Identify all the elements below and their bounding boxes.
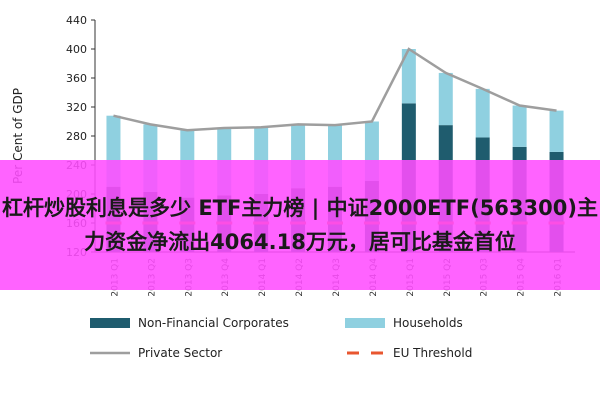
- headline-title[interactable]: 杠杆炒股利息是多少 ETF主力榜 | 中证2000ETF(563300)主力资金…: [2, 196, 598, 254]
- y-tick-label: 360: [66, 72, 87, 85]
- legend-label: Households: [393, 316, 463, 330]
- legend-label: Non-Financial Corporates: [138, 316, 289, 330]
- y-tick-label: 440: [66, 14, 87, 27]
- y-tick-label: 280: [66, 130, 87, 143]
- bar-households: [401, 49, 416, 104]
- headline-banner[interactable]: 杠杆炒股利息是多少 ETF主力榜 | 中证2000ETF(563300)主力资金…: [0, 160, 600, 290]
- bar-households: [512, 105, 527, 147]
- y-axis-title: Per Cent of GDP: [11, 88, 25, 184]
- y-tick-label: 320: [66, 101, 87, 114]
- legend-label: Private Sector: [138, 346, 222, 360]
- legend-swatch: [345, 318, 385, 328]
- line-private-sector: [113, 47, 557, 132]
- legend-label: EU Threshold: [393, 346, 472, 360]
- y-tick-label: 400: [66, 43, 87, 56]
- bar-households: [438, 72, 453, 126]
- bar-households: [549, 110, 564, 152]
- bar-households: [475, 88, 490, 138]
- legend-swatch: [90, 318, 130, 328]
